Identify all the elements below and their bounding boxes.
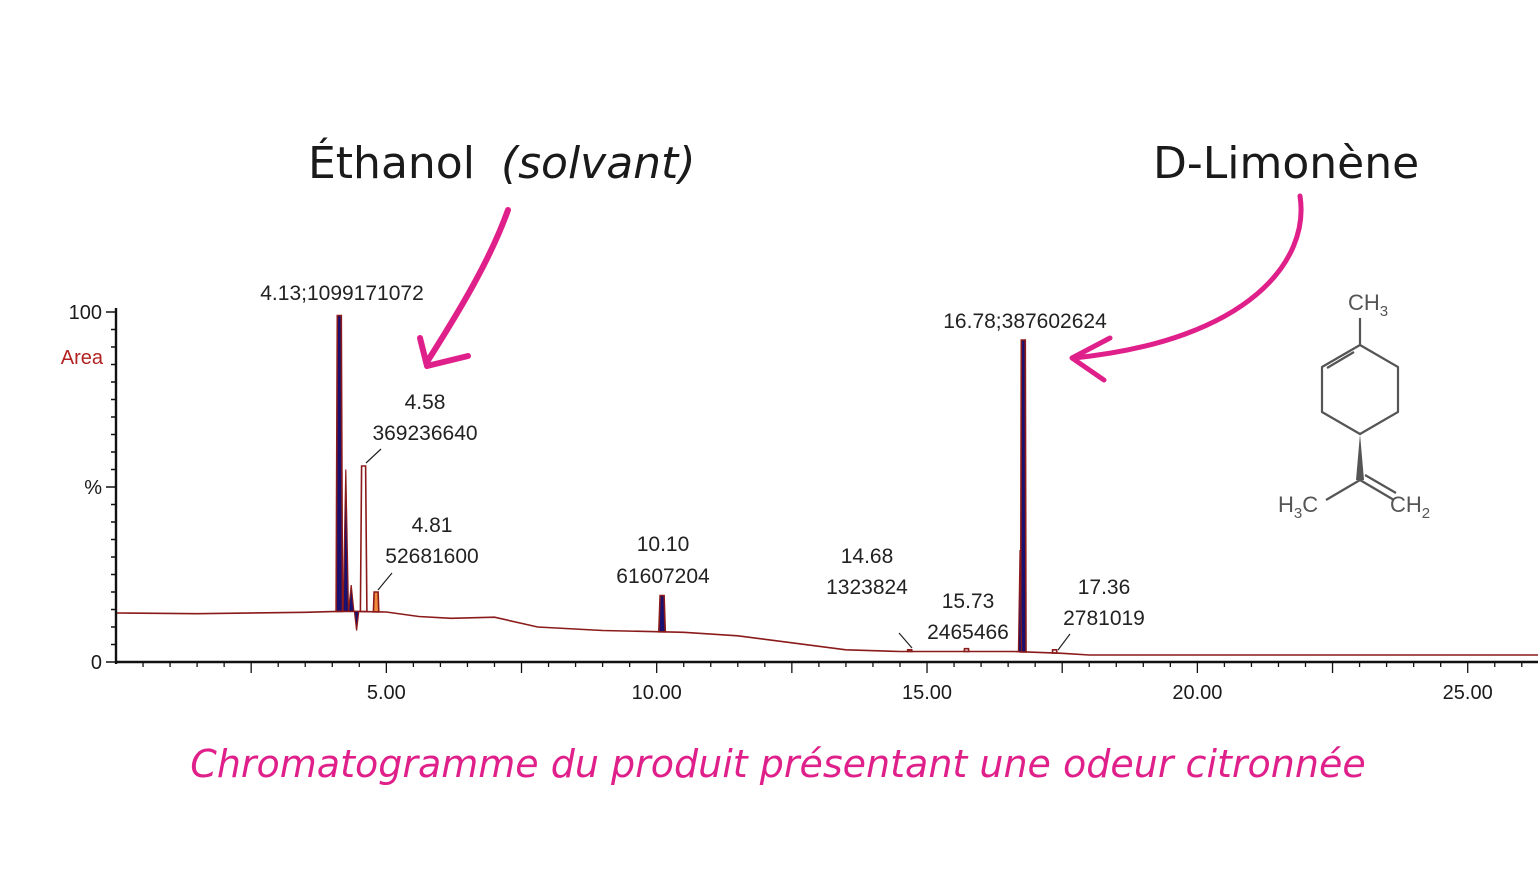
x-tick-label-3: 20.00 <box>1172 682 1222 704</box>
peak-label-rt-6: 16.78;387602624 <box>943 310 1107 333</box>
peak-label-rt-2: 4.81 <box>412 514 453 537</box>
peak-label-leader-2 <box>377 572 393 591</box>
peak-label-area-2: 52681600 <box>385 545 478 568</box>
peak-label-rt-0: 4.13;1099171072 <box>260 282 424 305</box>
plot-area: 4.13;1099171072 4.58 369236640 4.81 52681600… <box>61 282 1538 704</box>
peak-label-area-1: 369236640 <box>372 422 477 445</box>
y-tick-label-2: 0 <box>91 652 102 674</box>
peak-shoulder-3 <box>1017 549 1023 653</box>
peak-label-area-5: 2465466 <box>927 621 1009 644</box>
x-tick-label-1: 10.00 <box>632 682 682 704</box>
y-axis-label: Area <box>61 347 104 369</box>
x-tick-label-2: 15.00 <box>902 682 952 704</box>
x-tick-label-0: 5.00 <box>367 682 406 704</box>
limonene-structure <box>1320 318 1400 501</box>
figure-caption: Chromatogramme du produit présentant une… <box>190 742 1365 786</box>
ethanol-note: (solvant) <box>501 138 696 189</box>
peak-label-rt-5: 15.73 <box>942 590 995 613</box>
peak-label-area-4: 1323824 <box>826 576 908 599</box>
ethanol-arrow <box>417 207 511 369</box>
peak-5 <box>963 647 970 653</box>
baseline-trace <box>115 610 1538 656</box>
ethanol-name: Éthanol <box>308 136 475 189</box>
peak-label-area-7: 2781019 <box>1063 607 1145 630</box>
peak-label-rt-1: 4.58 <box>405 391 446 414</box>
mol-label-ch2: CH2 <box>1390 492 1430 522</box>
peak-shoulder-2 <box>353 610 360 631</box>
ethanol-annotation: Éthanol (solvant) <box>308 136 695 189</box>
peak-0 <box>335 314 344 613</box>
peak-1 <box>359 465 368 613</box>
peaks-layer <box>335 314 1058 654</box>
x-tick-label-4: 25.00 <box>1443 682 1493 704</box>
peak-3 <box>657 594 667 633</box>
peak-label-leader-4 <box>898 632 913 649</box>
mol-label-h3c: H3C <box>1278 492 1318 522</box>
peak-2 <box>372 591 380 613</box>
peak-labels-layer: 4.13;1099171072 4.58 369236640 4.81 52681600… <box>260 282 1145 651</box>
peak-6 <box>1019 339 1027 653</box>
peak-label-rt-7: 17.36 <box>1078 576 1131 599</box>
limonene-annotation: D-Limonène <box>1153 138 1419 189</box>
peak-4 <box>906 649 913 653</box>
peak-shoulder-0 <box>342 469 350 612</box>
y-tick-label-0: 100 <box>69 302 102 324</box>
y-tick-label-1: % <box>84 477 102 499</box>
peak-label-rt-3: 10.10 <box>637 533 690 556</box>
axes-layer: 100% 0 Area 5.00 10.00 15.00 20.00 25.00 <box>61 302 1538 704</box>
peak-label-rt-4: 14.68 <box>841 545 894 568</box>
peak-label-leader-7 <box>1057 633 1071 651</box>
limonene-arrow <box>1069 193 1304 383</box>
mol-label-ch3: CH3 <box>1348 290 1388 320</box>
peak-7 <box>1051 649 1058 654</box>
peak-shoulder-1 <box>347 584 355 612</box>
peak-label-area-3: 61607204 <box>616 565 710 588</box>
peak-label-leader-1 <box>365 448 382 464</box>
